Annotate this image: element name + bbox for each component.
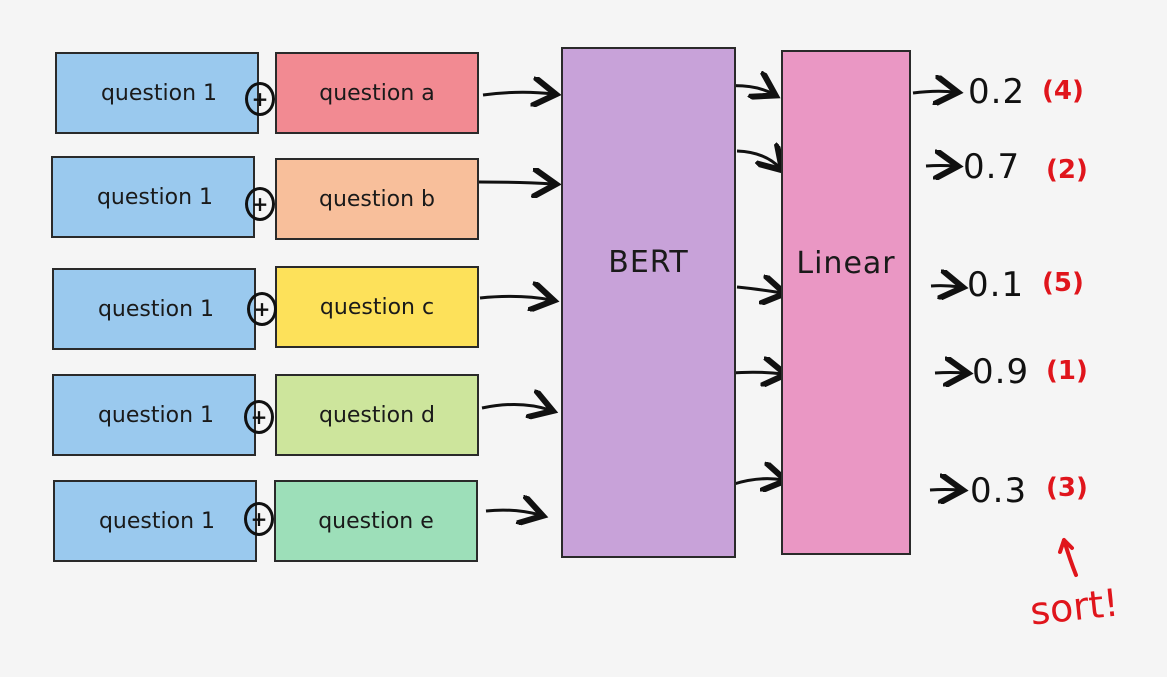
question-e-label: question e [318,508,434,534]
question-b-box: question b [275,158,479,240]
bert-block: BERT [561,47,736,558]
question-1-label: question 1 [97,296,215,322]
question-1-box-b: question 1 [51,156,255,238]
arrow-bert-to-linear-3 [736,287,782,293]
question-1-box-a: question 1 [55,52,259,134]
arrow-linear-to-score-3 [930,286,960,287]
plus-icon: + [245,187,275,221]
rank-label: (1) [1046,356,1088,386]
arrow-bert-to-linear-2 [736,151,780,168]
bert-label: BERT [608,245,689,280]
plus-icon: + [245,82,275,116]
score-value: 0.2 [968,72,1026,112]
score-value: 0.7 [963,147,1021,187]
arrow-linear-to-score-4 [934,373,965,374]
linear-label: Linear [796,246,896,281]
linear-block: Linear [781,50,911,555]
arrow-linear-to-score-2 [925,166,955,167]
question-1-label: question 1 [96,184,214,210]
question-1-box-e: question 1 [53,480,257,562]
rank-label: (3) [1046,473,1088,503]
question-a-box: question a [275,52,479,134]
question-a-label: question a [319,80,435,106]
rank-label: (5) [1042,268,1084,298]
question-1-label: question 1 [97,402,215,428]
question-1-label: question 1 [100,80,218,106]
arrow-bert-to-linear-5 [733,479,783,484]
plus-icon: + [247,292,277,326]
question-e-box: question e [274,480,478,562]
question-1-box-d: question 1 [52,374,256,456]
rank-label: (2) [1046,155,1088,185]
score-value: 0.3 [970,471,1028,511]
arrow-pair-e-to-bert [485,510,540,515]
question-d-box: question d [275,374,479,456]
score-value: 0.1 [967,265,1025,305]
question-c-label: question c [319,294,435,320]
question-1-box-c: question 1 [52,268,256,350]
arrow-linear-to-score-1 [912,91,955,93]
arrow-bert-to-linear-4 [729,372,783,374]
plus-icon: + [244,502,274,536]
arrow-pair-c-to-bert [479,296,551,300]
arrow-pair-b-to-bert [478,182,553,184]
rank-label: (4) [1042,76,1084,106]
question-1-label: question 1 [98,508,216,534]
arrow-pair-a-to-bert [482,92,553,95]
arrow-linear-to-score-5 [929,490,960,491]
sort-arrow [1058,538,1078,577]
sort-annotation: sort! [1027,580,1121,634]
question-d-label: question d [318,402,435,428]
plus-icon: + [244,400,274,434]
arrow-pair-d-to-bert [481,404,550,410]
score-value: 0.9 [972,352,1030,392]
question-c-box: question c [275,266,479,348]
question-b-label: question b [318,186,435,212]
